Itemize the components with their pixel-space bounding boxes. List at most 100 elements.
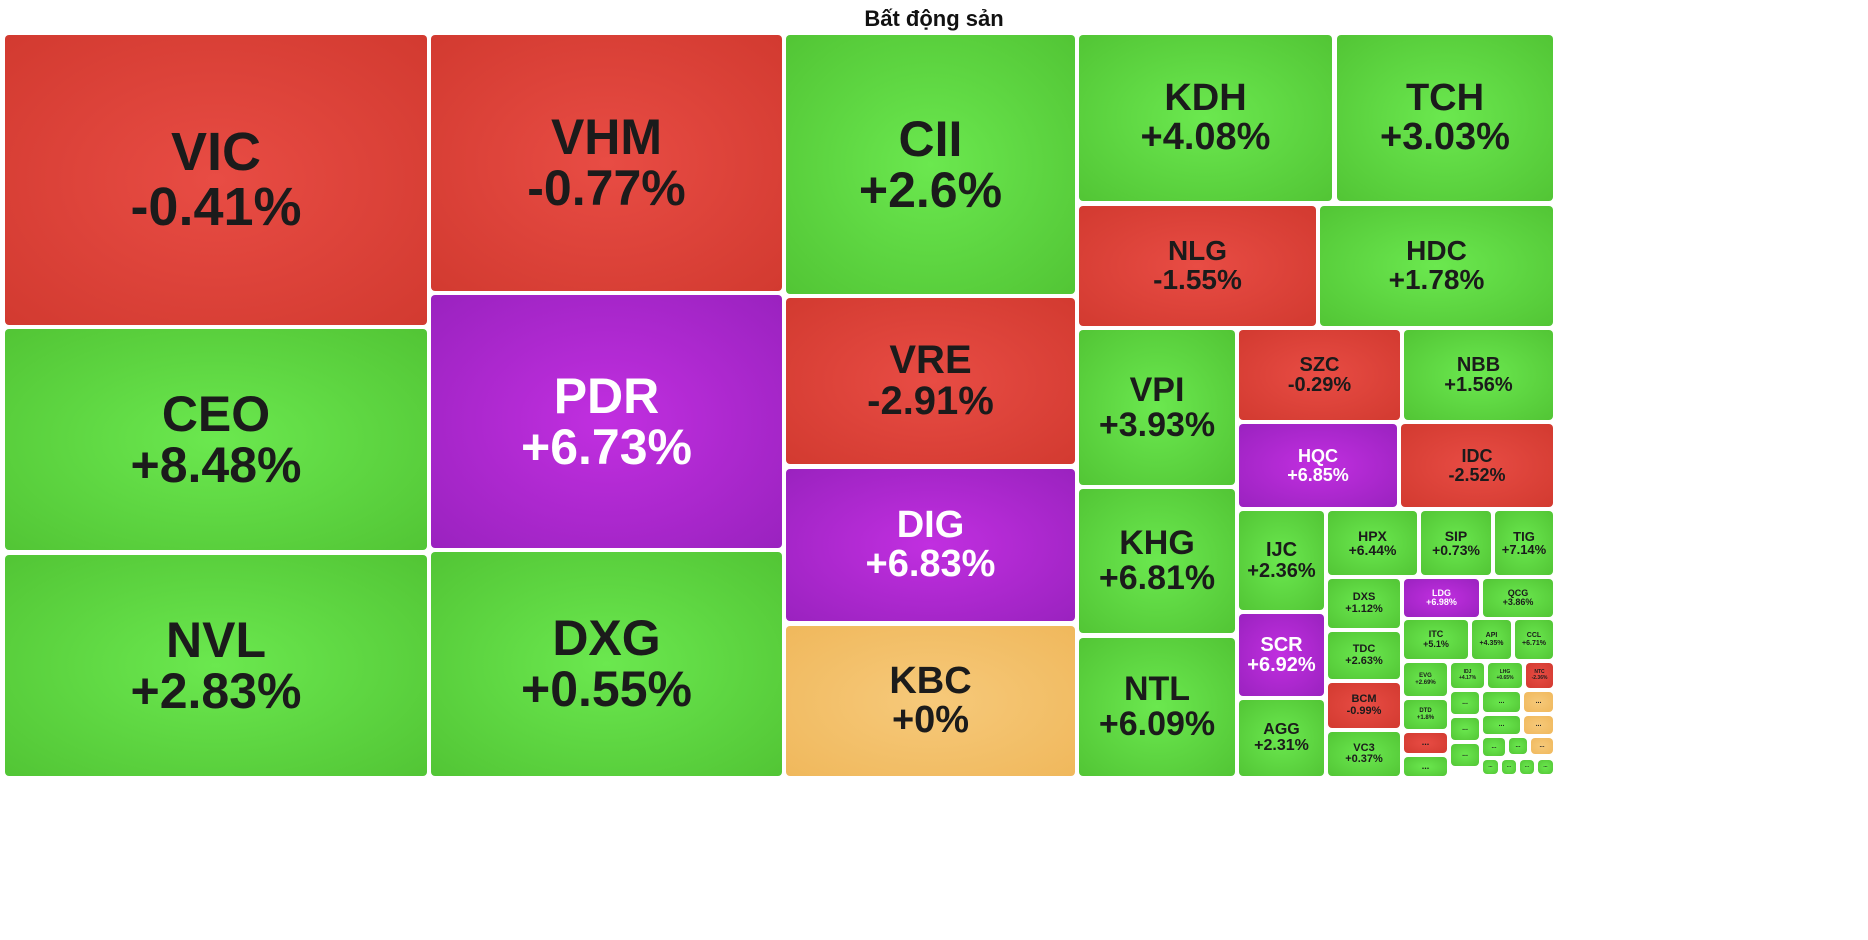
treemap-tile-vre[interactable]: VRE -2.91% (786, 298, 1075, 464)
treemap-tile-more-50[interactable]: ... (1483, 738, 1505, 756)
tile-change: +2.36% (1247, 559, 1316, 582)
tile-change: -2.36% (1531, 674, 1548, 681)
treemap-tile-more-56[interactable]: ... (1538, 760, 1553, 774)
treemap-tile-more-43[interactable]: ... (1451, 692, 1479, 714)
treemap-tile-hqc[interactable]: HQC +6.85% (1239, 424, 1397, 507)
treemap-tile-ntc[interactable]: NTC -2.36% (1526, 663, 1553, 688)
tile-change: +0.37% (1345, 753, 1383, 765)
treemap-tile-idj[interactable]: IDJ +4.17% (1451, 663, 1484, 688)
treemap-tile-evg[interactable]: EVG +2.69% (1404, 663, 1447, 696)
tile-ticker: AGG (1263, 720, 1300, 738)
treemap-tile-tch[interactable]: TCH +3.03% (1337, 35, 1553, 201)
tile-ticker: KHG (1119, 524, 1195, 563)
tile-change: -1.55% (1153, 264, 1242, 295)
treemap-tile-more-55[interactable]: ... (1520, 760, 1534, 774)
treemap-tile-more-49[interactable]: ... (1524, 716, 1553, 734)
tile-ticker: LDG (1432, 587, 1451, 598)
treemap-tile-vpi[interactable]: VPI +3.93% (1079, 330, 1235, 485)
tile-ticker: NTC (1534, 669, 1545, 676)
tile-change: +1.8% (1416, 714, 1435, 721)
treemap-tile-pdr[interactable]: PDR +6.73% (431, 295, 782, 548)
treemap-tile-szc[interactable]: SZC -0.29% (1239, 330, 1400, 420)
treemap-tile-khg[interactable]: KHG +6.81% (1079, 489, 1235, 633)
treemap-tile-more-47[interactable]: ... (1483, 716, 1520, 734)
tile-ticker: DXS (1352, 591, 1376, 604)
treemap-tile-more-53[interactable]: ... (1483, 760, 1498, 774)
tile-ticker: VPI (1129, 370, 1185, 409)
treemap-tile-dxs[interactable]: DXS +1.12% (1328, 579, 1400, 628)
tile-change: +0.73% (1432, 542, 1480, 558)
tile-ticker: SIP (1444, 527, 1468, 544)
tile-ticker: ... (1543, 763, 1548, 770)
tile-ticker: TIG (1513, 528, 1535, 544)
tile-ticker: IDJ (1463, 669, 1472, 676)
tile-ticker: CII (898, 110, 963, 167)
chart-title: Bất động sản (864, 6, 1004, 31)
tile-change: +7.14% (1501, 542, 1547, 557)
tile-change: +3.03% (1380, 116, 1510, 158)
treemap-tile-ccl[interactable]: CCL +6.71% (1515, 620, 1553, 659)
treemap-tile-scr[interactable]: SCR +6.92% (1239, 614, 1324, 696)
tile-ticker: DTD (1419, 708, 1432, 715)
tile-change: +1.78% (1388, 264, 1485, 295)
treemap-tile-nbb[interactable]: NBB +1.56% (1404, 330, 1553, 420)
treemap-tile-more-52[interactable]: ... (1531, 738, 1553, 754)
treemap-tile-hpx[interactable]: HPX +6.44% (1328, 511, 1417, 575)
treemap-tile-more-45[interactable]: ... (1451, 744, 1479, 766)
tile-ticker: CCL (1526, 632, 1542, 640)
tile-change: +2.63% (1345, 654, 1383, 667)
tile-change: +0% (891, 699, 970, 741)
treemap-tile-api[interactable]: API +4.35% (1472, 620, 1511, 659)
treemap-tile-kdh[interactable]: KDH +4.08% (1079, 35, 1332, 201)
tile-ticker: TDC (1352, 643, 1376, 656)
treemap-tile-nvl[interactable]: NVL +2.83% (5, 555, 427, 776)
tile-ticker: SZC (1299, 353, 1340, 376)
treemap-tile-more-44[interactable]: ... (1451, 718, 1479, 740)
tile-change: -0.29% (1287, 374, 1352, 396)
tile-ticker: ... (1498, 698, 1505, 706)
treemap-tile-itc[interactable]: ITC +5.1% (1404, 620, 1468, 659)
treemap-tile-idc[interactable]: IDC -2.52% (1401, 424, 1553, 507)
treemap-tile-cii[interactable]: CII +2.6% (786, 35, 1075, 294)
treemap-tile-more-42[interactable]: ... (1404, 757, 1447, 776)
treemap-tile-agg[interactable]: AGG +2.31% (1239, 700, 1324, 776)
treemap-tile-dig[interactable]: DIG +6.83% (786, 469, 1075, 621)
treemap-tile-more-41[interactable]: ... (1404, 733, 1447, 753)
treemap-tile-ntl[interactable]: NTL +6.09% (1079, 638, 1235, 776)
tile-ticker: DXG (552, 610, 661, 666)
tile-change: -0.41% (130, 177, 302, 237)
treemap-tile-vc3[interactable]: VC3 +0.37% (1328, 732, 1400, 776)
treemap-tile-lhg[interactable]: LHG +0.65% (1488, 663, 1522, 688)
tile-change: +6.44% (1348, 542, 1397, 558)
treemap-tile-more-51[interactable]: ... (1509, 738, 1527, 754)
treemap-tile-dxg[interactable]: DXG +0.55% (431, 552, 782, 776)
treemap-tile-ijc[interactable]: IJC +2.36% (1239, 511, 1324, 610)
treemap-tile-vhm[interactable]: VHM -0.77% (431, 35, 782, 291)
tile-ticker: TCH (1405, 77, 1485, 120)
treemap-tile-bcm[interactable]: BCM -0.99% (1328, 683, 1400, 728)
tile-change: -2.91% (867, 379, 994, 423)
tile-ticker: HDC (1406, 235, 1467, 267)
tile-ticker: ... (1462, 751, 1468, 759)
tile-ticker: ... (1421, 760, 1430, 771)
treemap-tile-ldg[interactable]: LDG +6.98% (1404, 579, 1479, 617)
treemap-tile-ceo[interactable]: CEO +8.48% (5, 329, 427, 550)
treemap-tile-qcg[interactable]: QCG +3.86% (1483, 579, 1553, 617)
treemap-tile-vic[interactable]: VIC -0.41% (5, 35, 427, 325)
treemap-tile-more-46[interactable]: ... (1483, 692, 1520, 712)
treemap-tile-tig[interactable]: TIG +7.14% (1495, 511, 1553, 575)
tile-change: +2.83% (130, 662, 302, 719)
tile-ticker: NVL (166, 611, 266, 668)
treemap-tile-more-48[interactable]: ... (1524, 692, 1553, 712)
treemap-tile-dtd[interactable]: DTD +1.8% (1404, 700, 1447, 729)
treemap-tile-hdc[interactable]: HDC +1.78% (1320, 206, 1553, 326)
treemap-tile-tdc[interactable]: TDC +2.63% (1328, 632, 1400, 679)
tile-ticker: IJC (1265, 539, 1298, 562)
treemap-tile-nlg[interactable]: NLG -1.55% (1079, 206, 1316, 326)
tile-change: +6.81% (1098, 559, 1216, 597)
tile-ticker: HQC (1298, 446, 1338, 467)
tile-ticker: NBB (1456, 353, 1501, 376)
treemap-tile-kbc[interactable]: KBC +0% (786, 626, 1075, 776)
treemap-tile-more-54[interactable]: ... (1502, 760, 1516, 774)
treemap-tile-sip[interactable]: SIP +0.73% (1421, 511, 1491, 575)
